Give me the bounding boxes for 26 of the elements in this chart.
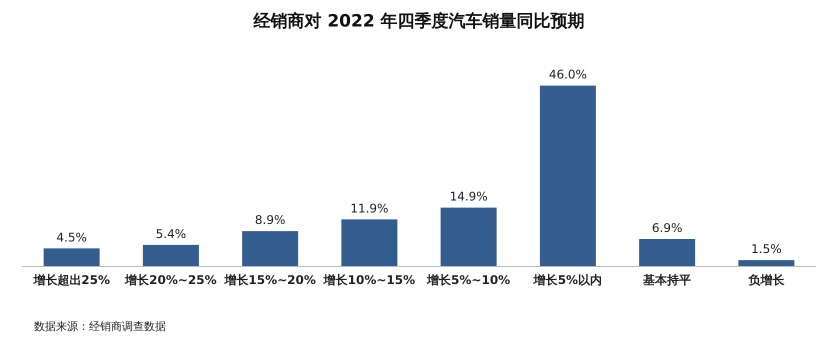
data-label: 1.5% [751,242,782,256]
data-label: 46.0% [548,68,587,82]
data-label: 4.5% [56,230,87,244]
x-tick-label: 增长超出25% [32,273,110,287]
x-tick-label: 增长15%~20% [223,273,316,287]
x-tick-label: 增长10%~15% [322,273,416,287]
data-label: 8.9% [254,213,286,228]
bar [44,248,100,266]
bar [341,219,398,266]
chart-title: 经销商对 2022 年四季度汽车销量同比预期 [252,12,585,32]
bar [142,244,199,266]
x-tick-label: 增长20%~25% [124,273,217,287]
x-tick-label: 增长5%~10% [426,273,510,287]
data-label: 14.9% [450,190,488,204]
x-tick-label: 增长5%以内 [532,273,602,287]
bar [738,260,794,266]
data-label: 6.9% [652,220,682,235]
data-label: 5.4% [156,226,186,241]
x-tick-label: 基本持平 [642,273,692,287]
x-tick-label: 负增长 [747,273,786,287]
data-label: 11.9% [350,201,388,216]
source-note: 数据来源：经销商调查数据 [34,320,166,333]
bar [440,208,497,266]
bar [639,238,696,266]
bar [540,86,596,266]
bar [242,231,298,266]
